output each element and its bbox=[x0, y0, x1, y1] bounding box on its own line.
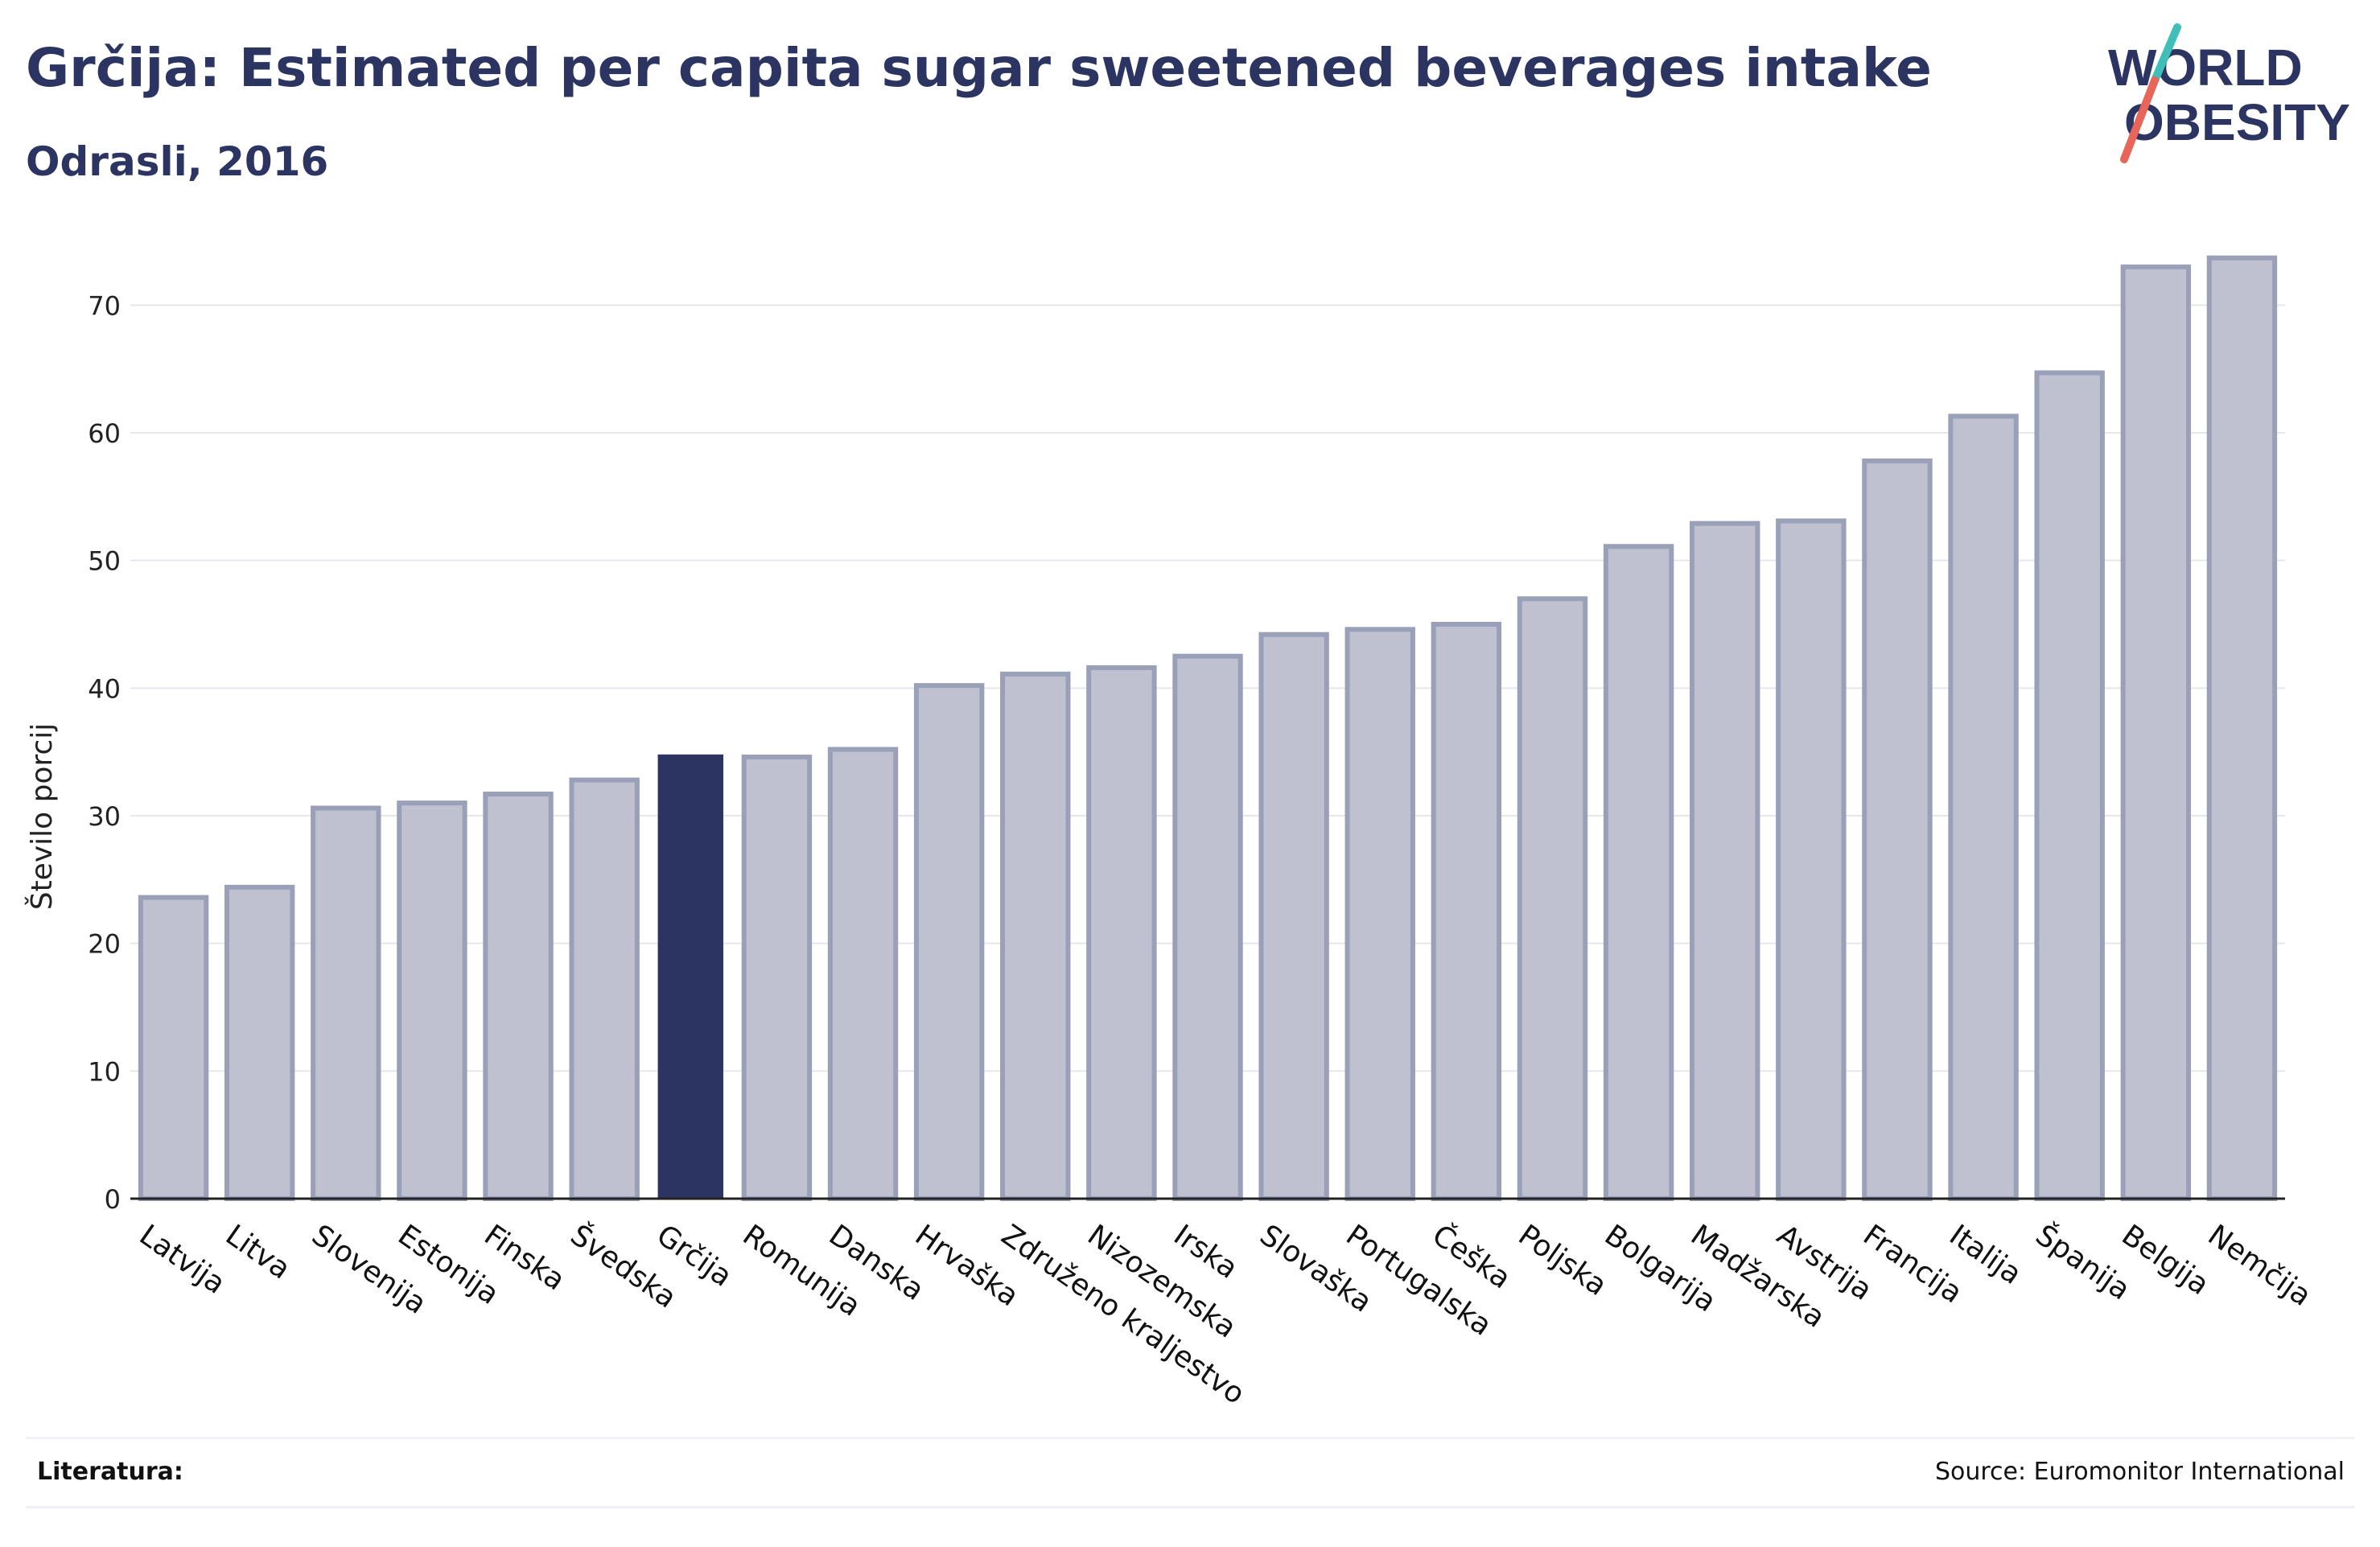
bar bbox=[569, 777, 640, 1201]
bar bbox=[1086, 664, 1157, 1201]
bars bbox=[138, 255, 2278, 1202]
bar bbox=[1690, 520, 1760, 1201]
x-tick-label: Belgija bbox=[2115, 1219, 2214, 1302]
bar bbox=[483, 792, 554, 1201]
y-tick-label: 20 bbox=[88, 929, 121, 960]
y-tick-label: 40 bbox=[88, 673, 121, 704]
bar bbox=[1258, 632, 1329, 1201]
bar bbox=[1431, 622, 1502, 1201]
bar bbox=[1603, 544, 1674, 1201]
footer-source: Source: Euromonitor International bbox=[1934, 1458, 2345, 1486]
x-tick-label: Francija bbox=[1857, 1219, 1968, 1310]
footer-divider-bottom bbox=[26, 1506, 2354, 1508]
y-tick-label: 30 bbox=[88, 801, 121, 832]
bar bbox=[1000, 671, 1071, 1201]
y-tick-label: 0 bbox=[105, 1184, 121, 1215]
x-tick-label: Nemčija bbox=[2202, 1219, 2317, 1313]
bar bbox=[311, 805, 381, 1201]
y-tick-label: 10 bbox=[88, 1056, 121, 1087]
y-tick-label: 70 bbox=[88, 290, 121, 321]
bar bbox=[1948, 413, 2019, 1201]
x-tick-label: Španija bbox=[2029, 1218, 2136, 1306]
bar bbox=[913, 683, 985, 1201]
bar bbox=[1172, 653, 1243, 1201]
bar bbox=[741, 755, 813, 1201]
bar bbox=[2206, 255, 2278, 1201]
bar-highlighted bbox=[657, 754, 723, 1199]
x-tick-label: Litva bbox=[220, 1219, 296, 1286]
footer-label: Literatura: bbox=[37, 1458, 183, 1486]
footer-divider-top bbox=[26, 1437, 2354, 1439]
chart-subtitle: Odrasli, 2016 bbox=[26, 138, 329, 185]
x-tick-label: Latvija bbox=[134, 1219, 231, 1301]
svg-text:OBESITY: OBESITY bbox=[2124, 93, 2350, 151]
bar bbox=[138, 895, 209, 1201]
chart-title: Grčija: Estimated per capita sugar sweet… bbox=[26, 37, 1932, 99]
bar bbox=[1344, 627, 1415, 1201]
bar bbox=[827, 747, 899, 1201]
x-tick-label: Poljska bbox=[1513, 1219, 1613, 1302]
bar bbox=[224, 884, 295, 1202]
y-axis-label: Število porcij bbox=[25, 723, 59, 911]
bar bbox=[1862, 458, 1933, 1201]
bar bbox=[1517, 596, 1588, 1201]
y-tick-label: 60 bbox=[88, 418, 121, 449]
bar bbox=[2034, 370, 2105, 1202]
y-tick-labels: 0 10 20 30 40 50 60 70 bbox=[88, 290, 121, 1215]
bar bbox=[1776, 518, 1847, 1201]
bar bbox=[397, 800, 467, 1202]
svg-text:WORLD: WORLD bbox=[2108, 39, 2303, 97]
world-obesity-logo: WORLD OBESITY bbox=[2108, 23, 2350, 163]
y-tick-label: 50 bbox=[88, 546, 121, 577]
bar bbox=[2120, 264, 2192, 1202]
x-tick-label: Portugalska bbox=[1340, 1219, 1497, 1343]
